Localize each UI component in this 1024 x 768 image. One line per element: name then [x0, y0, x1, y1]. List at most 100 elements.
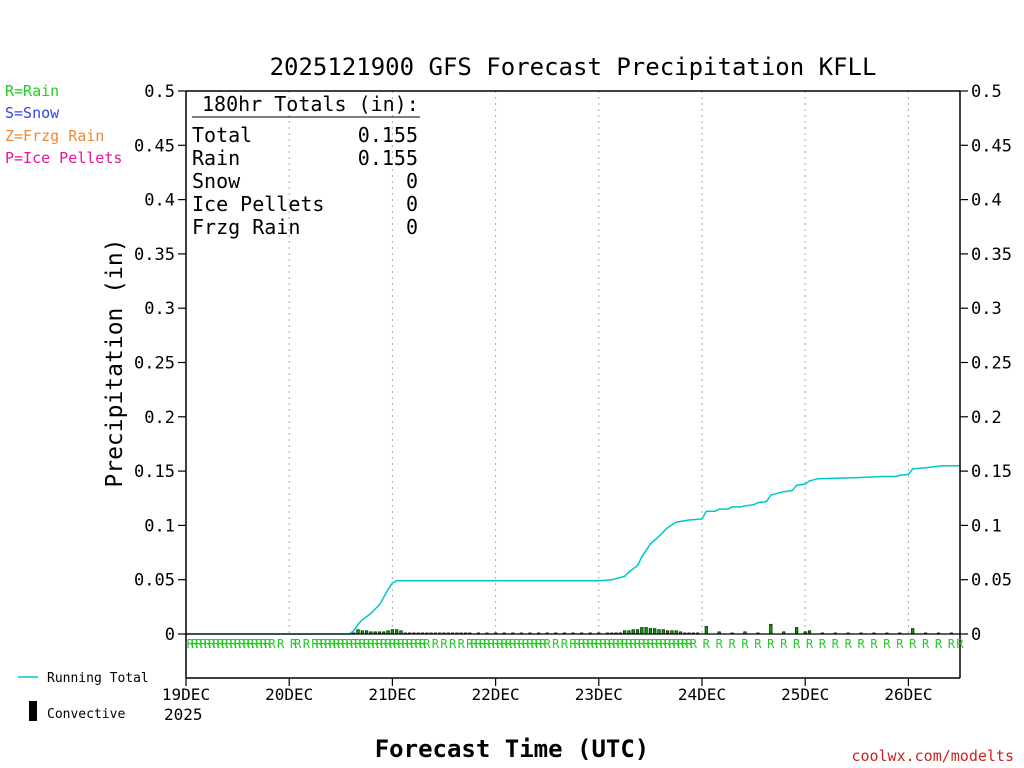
y-axis-label: Precipitation (in) — [102, 238, 128, 487]
ptype-marker: R — [380, 637, 388, 651]
ptype-marker: R — [741, 637, 749, 651]
x-tick-label: 23DEC — [575, 685, 623, 704]
ptype-marker: R — [681, 637, 689, 651]
ptype-marker: R — [247, 637, 255, 651]
totals-value-snow: 0 — [406, 169, 418, 193]
ptype-marker: R — [922, 637, 930, 651]
running-total-line — [186, 464, 960, 635]
ptype-marker: R — [402, 637, 410, 651]
plot-frame — [185, 90, 961, 679]
ptype-marker: R — [595, 637, 603, 651]
year-label: 2025 — [164, 705, 203, 724]
series-legend: Running Total Convective — [18, 671, 149, 722]
ptype-marker: R — [509, 637, 517, 651]
ptype-marker: R — [470, 637, 478, 651]
ptype-marker: R — [350, 637, 358, 651]
ptype-marker: R — [574, 637, 582, 651]
ptype-marker: R — [479, 637, 487, 651]
ptype-marker: R — [187, 637, 195, 651]
ptype-marker: R — [608, 637, 616, 651]
ptype-marker: R — [483, 637, 491, 651]
ptype-marker: R — [389, 637, 397, 651]
grid-lines — [288, 91, 909, 634]
ptype-marker: R — [617, 637, 625, 651]
x-tick-label: 26DEC — [884, 685, 932, 704]
ptype-marker: R — [238, 637, 246, 651]
precip-bar — [390, 629, 395, 635]
ptype-marker: R — [513, 637, 521, 651]
ptype-marker: R — [845, 637, 853, 651]
ptype-marker: R — [200, 637, 208, 651]
ptype-marker: R — [591, 637, 599, 651]
precip-bar — [648, 628, 652, 635]
ptype-marker: R — [604, 637, 612, 651]
y-tick-label-left: 0.05 — [134, 571, 175, 591]
ptype-marker: R — [354, 637, 362, 651]
legend-ice-pellets: P=Ice Pellets — [5, 149, 122, 167]
ptype-marker: R — [208, 637, 216, 651]
ptype-marker: R — [505, 637, 513, 651]
ptype-marker: R — [333, 637, 341, 651]
ptype-marker: R — [612, 637, 620, 651]
totals-box: 180hr Totals (in): Total 0.155 Rain 0.15… — [192, 92, 420, 239]
precip-bar — [911, 628, 915, 635]
ptype-marker: R — [518, 637, 526, 651]
ptype-marker: R — [251, 637, 259, 651]
ptype-marker: R — [642, 637, 650, 651]
ptype-marker: R — [393, 637, 401, 651]
precip-bar — [769, 623, 773, 635]
ptype-marker: R — [397, 637, 405, 651]
ptype-marker: R — [716, 637, 724, 651]
legend-rain: R=Rain — [5, 82, 59, 100]
ptype-marker: R — [909, 637, 917, 651]
ptype-marker: R — [234, 637, 242, 651]
y-tick-label-left: 0.5 — [144, 82, 175, 102]
y-tick-label-right: 0.35 — [971, 245, 1012, 265]
ptype-legend: R=Rain S=Snow Z=Frzg Rain P=Ice Pellets — [5, 82, 122, 167]
ptype-marker: R — [217, 637, 225, 651]
ptype-marker: R — [277, 637, 285, 651]
running-total-series — [186, 464, 960, 635]
ptype-marker: R — [268, 637, 276, 651]
precip-bar — [395, 629, 399, 635]
y-tick-label-right: 0.45 — [971, 136, 1012, 156]
ptype-marker: R — [221, 637, 229, 651]
totals-value-frzg-rain: 0 — [406, 215, 418, 239]
y-tick-label-left: 0.1 — [144, 516, 175, 536]
totals-label-ice-pellets: Ice Pellets — [192, 192, 324, 216]
ptype-marker: R — [346, 637, 354, 651]
ptype-marker: R — [552, 637, 560, 651]
ptype-marker: R — [660, 637, 668, 651]
y-tick-label-right: 0 — [971, 625, 981, 645]
ptype-marker: R — [806, 637, 814, 651]
ptype-marker: R — [492, 637, 500, 651]
ptype-marker: R — [419, 637, 427, 651]
ptype-marker: R — [432, 637, 440, 651]
left-y-axis: 0 0.05 0.1 0.15 0.2 0.25 0.3 0.35 0.4 0.45 0.5 — [134, 82, 186, 645]
y-tick-label-right: 0.1 — [971, 516, 1002, 536]
ptype-marker: R — [372, 637, 380, 651]
ptype-marker: R — [212, 637, 220, 651]
y-tick-label-left: 0.2 — [144, 408, 175, 428]
ptype-marker: R — [569, 637, 577, 651]
ptype-marker: R — [728, 637, 736, 651]
legend-snow: S=Snow — [5, 104, 60, 122]
ptype-marker: R — [363, 637, 371, 651]
x-tick-label: 22DEC — [472, 685, 520, 704]
totals-label-frzg-rain: Frzg Rain — [192, 215, 300, 239]
ptype-marker: R — [655, 637, 663, 651]
ptype-marker: R — [703, 637, 711, 651]
ptype-marker: R — [819, 637, 827, 651]
y-tick-label-right: 0.5 — [971, 82, 1002, 102]
ptype-marker: R — [324, 637, 332, 651]
precip-bar — [640, 627, 644, 635]
ptype-marker: R — [625, 637, 633, 651]
ptype-marker: R — [496, 637, 504, 651]
y-tick-label-left: 0.45 — [134, 136, 175, 156]
ptype-marker: R — [647, 637, 655, 651]
legend-frzg-rain: Z=Frzg Rain — [5, 127, 104, 145]
ptype-marker: R — [204, 637, 212, 651]
ptype-marker: R — [522, 637, 530, 651]
y-tick-label-left: 0.15 — [134, 462, 175, 482]
